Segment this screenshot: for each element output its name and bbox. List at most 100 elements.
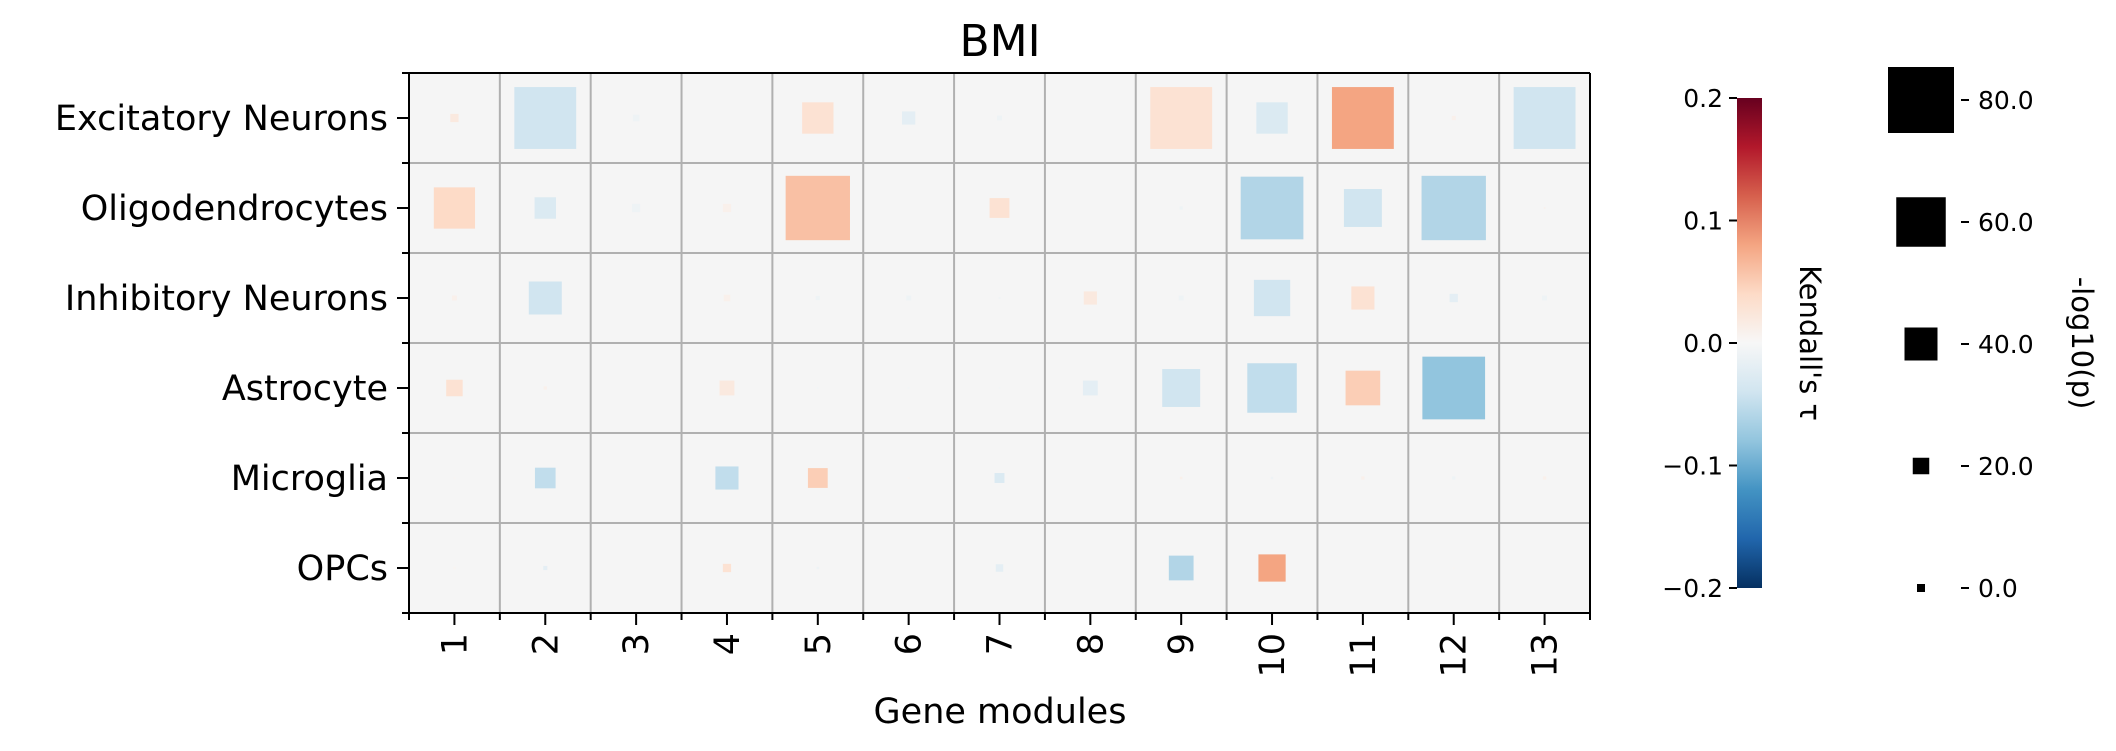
column-label: 10 <box>1253 633 1293 678</box>
colorbar-ticks: 0.2 0.1 0.0 −0.1 −0.2 <box>1662 84 1737 603</box>
heatmap-cell <box>723 294 731 302</box>
heatmap-cell <box>998 297 1001 299</box>
heatmap-cell <box>816 566 820 570</box>
heatmap-cell <box>1421 175 1486 241</box>
column-label: 12 <box>1435 633 1475 678</box>
heatmap-cell <box>1345 370 1381 406</box>
column-label: 11 <box>1344 633 1384 678</box>
heatmap-cell <box>907 387 910 389</box>
size-legend-marker <box>1917 584 1925 592</box>
heatmap-cell <box>995 564 1004 572</box>
column-labels: 1 2 3 4 5 6 7 8 9 10 11 12 13 <box>435 633 1565 678</box>
heatmap-cell <box>1543 207 1546 209</box>
heatmap-cell <box>906 295 912 301</box>
row-label: Excitatory Neurons <box>55 99 388 139</box>
x-axis-label: Gene modules <box>874 692 1127 732</box>
colorbar-gradient <box>1737 98 1762 588</box>
heatmap-cell <box>1179 476 1183 480</box>
heatmap-cell <box>1247 363 1297 413</box>
row-label: OPCs <box>297 549 388 589</box>
heatmap-cell <box>451 295 457 301</box>
heatmap-cell <box>1422 356 1486 420</box>
size-legend: 80.0 60.0 40.0 20.0 0.0 -log10(p) <box>1888 67 2099 603</box>
heatmap-cell <box>1452 476 1456 480</box>
size-legend-tick-label: 40.0 <box>1978 330 2034 359</box>
column-label: 7 <box>981 633 1021 655</box>
heatmap-cell <box>815 295 820 301</box>
column-label: 1 <box>435 633 475 655</box>
heatmap-cell <box>446 379 463 397</box>
chart-title: BMI <box>959 16 1040 67</box>
column-label: 6 <box>890 633 930 655</box>
heatmap-cell <box>1452 567 1455 569</box>
row-label: Inhibitory Neurons <box>65 279 388 319</box>
heatmap-cell <box>632 114 640 122</box>
heatmap-cell <box>1351 286 1375 310</box>
heatmap-cell <box>1331 87 1394 149</box>
column-label: 3 <box>617 633 657 655</box>
heatmap-cell <box>534 467 556 489</box>
row-label: Astrocyte <box>222 369 388 409</box>
size-legend-tick-label: 20.0 <box>1978 452 2034 481</box>
heatmap-cell <box>1361 476 1365 480</box>
size-legend-tick-label: 60.0 <box>1978 208 2034 237</box>
heatmap-cell <box>722 203 732 213</box>
heatmap-cell <box>719 380 735 396</box>
heatmap-cell <box>998 387 1001 389</box>
plot-area <box>397 72 1591 625</box>
heatmap-cell <box>453 566 456 570</box>
heatmap-cell <box>1258 554 1286 582</box>
size-legend-marker <box>1912 457 1930 475</box>
heatmap-cell <box>722 563 732 573</box>
heatmap-cell <box>902 111 916 125</box>
colorbar-tick-label: −0.1 <box>1662 452 1723 481</box>
heatmap-cell <box>997 115 1002 121</box>
heatmap-cell <box>1083 291 1097 305</box>
heatmap-cell <box>1542 476 1547 480</box>
colorbar-label: Kendall's τ <box>1793 265 1827 421</box>
heatmap-cell <box>1240 176 1304 240</box>
heatmap-cell <box>989 198 1010 218</box>
heatmap-cell <box>1179 206 1183 210</box>
row-label: Oligodendrocytes <box>81 189 388 229</box>
heatmap-cell <box>785 175 850 241</box>
row-label: Microglia <box>231 459 388 499</box>
heatmap-cell <box>1256 102 1288 134</box>
heatmap-cell <box>1449 293 1458 303</box>
column-label: 4 <box>708 633 748 655</box>
heatmap-cell <box>1150 87 1213 149</box>
size-legend-items: 80.0 60.0 40.0 20.0 0.0 <box>1888 67 2034 603</box>
heatmap-cell <box>715 466 739 490</box>
plot-axes <box>408 73 1590 614</box>
heatmap-cell <box>631 203 641 213</box>
colorbar-tick-label: 0.2 <box>1683 84 1723 113</box>
heatmap-cell <box>1542 295 1548 301</box>
heatmap-cell <box>514 87 577 149</box>
axis-ticks <box>397 72 1591 625</box>
heatmap-cell <box>528 281 562 315</box>
heatmap-cell <box>1178 295 1184 301</box>
column-label: 8 <box>1071 633 1111 655</box>
colorbar-tick-label: 0.0 <box>1683 329 1723 358</box>
colorbar: 0.2 0.1 0.0 −0.1 −0.2 Kendall's τ <box>1662 84 1827 603</box>
heatmap-cell <box>1513 87 1576 149</box>
column-label: 9 <box>1162 633 1202 655</box>
heatmap-cell <box>907 477 910 479</box>
heatmap-cell <box>543 565 548 571</box>
heatmap-cell <box>1343 189 1382 227</box>
size-legend-tick-label: 0.0 <box>1978 574 2018 603</box>
cell-markers <box>433 87 1576 582</box>
column-label: 2 <box>526 633 566 655</box>
size-legend-marker <box>1904 327 1938 361</box>
heatmap-cell <box>453 477 456 479</box>
heatmap-cell <box>802 102 834 134</box>
heatmap-cell <box>994 473 1005 483</box>
size-legend-tick-label: 80.0 <box>1978 86 2034 115</box>
heatmap-cell <box>534 197 556 219</box>
heatmap-cell <box>807 468 828 488</box>
heatmap-cell <box>1253 279 1291 317</box>
heatmap-cell <box>1162 369 1201 407</box>
size-legend-marker <box>1896 197 1946 247</box>
column-label: 5 <box>799 633 839 655</box>
